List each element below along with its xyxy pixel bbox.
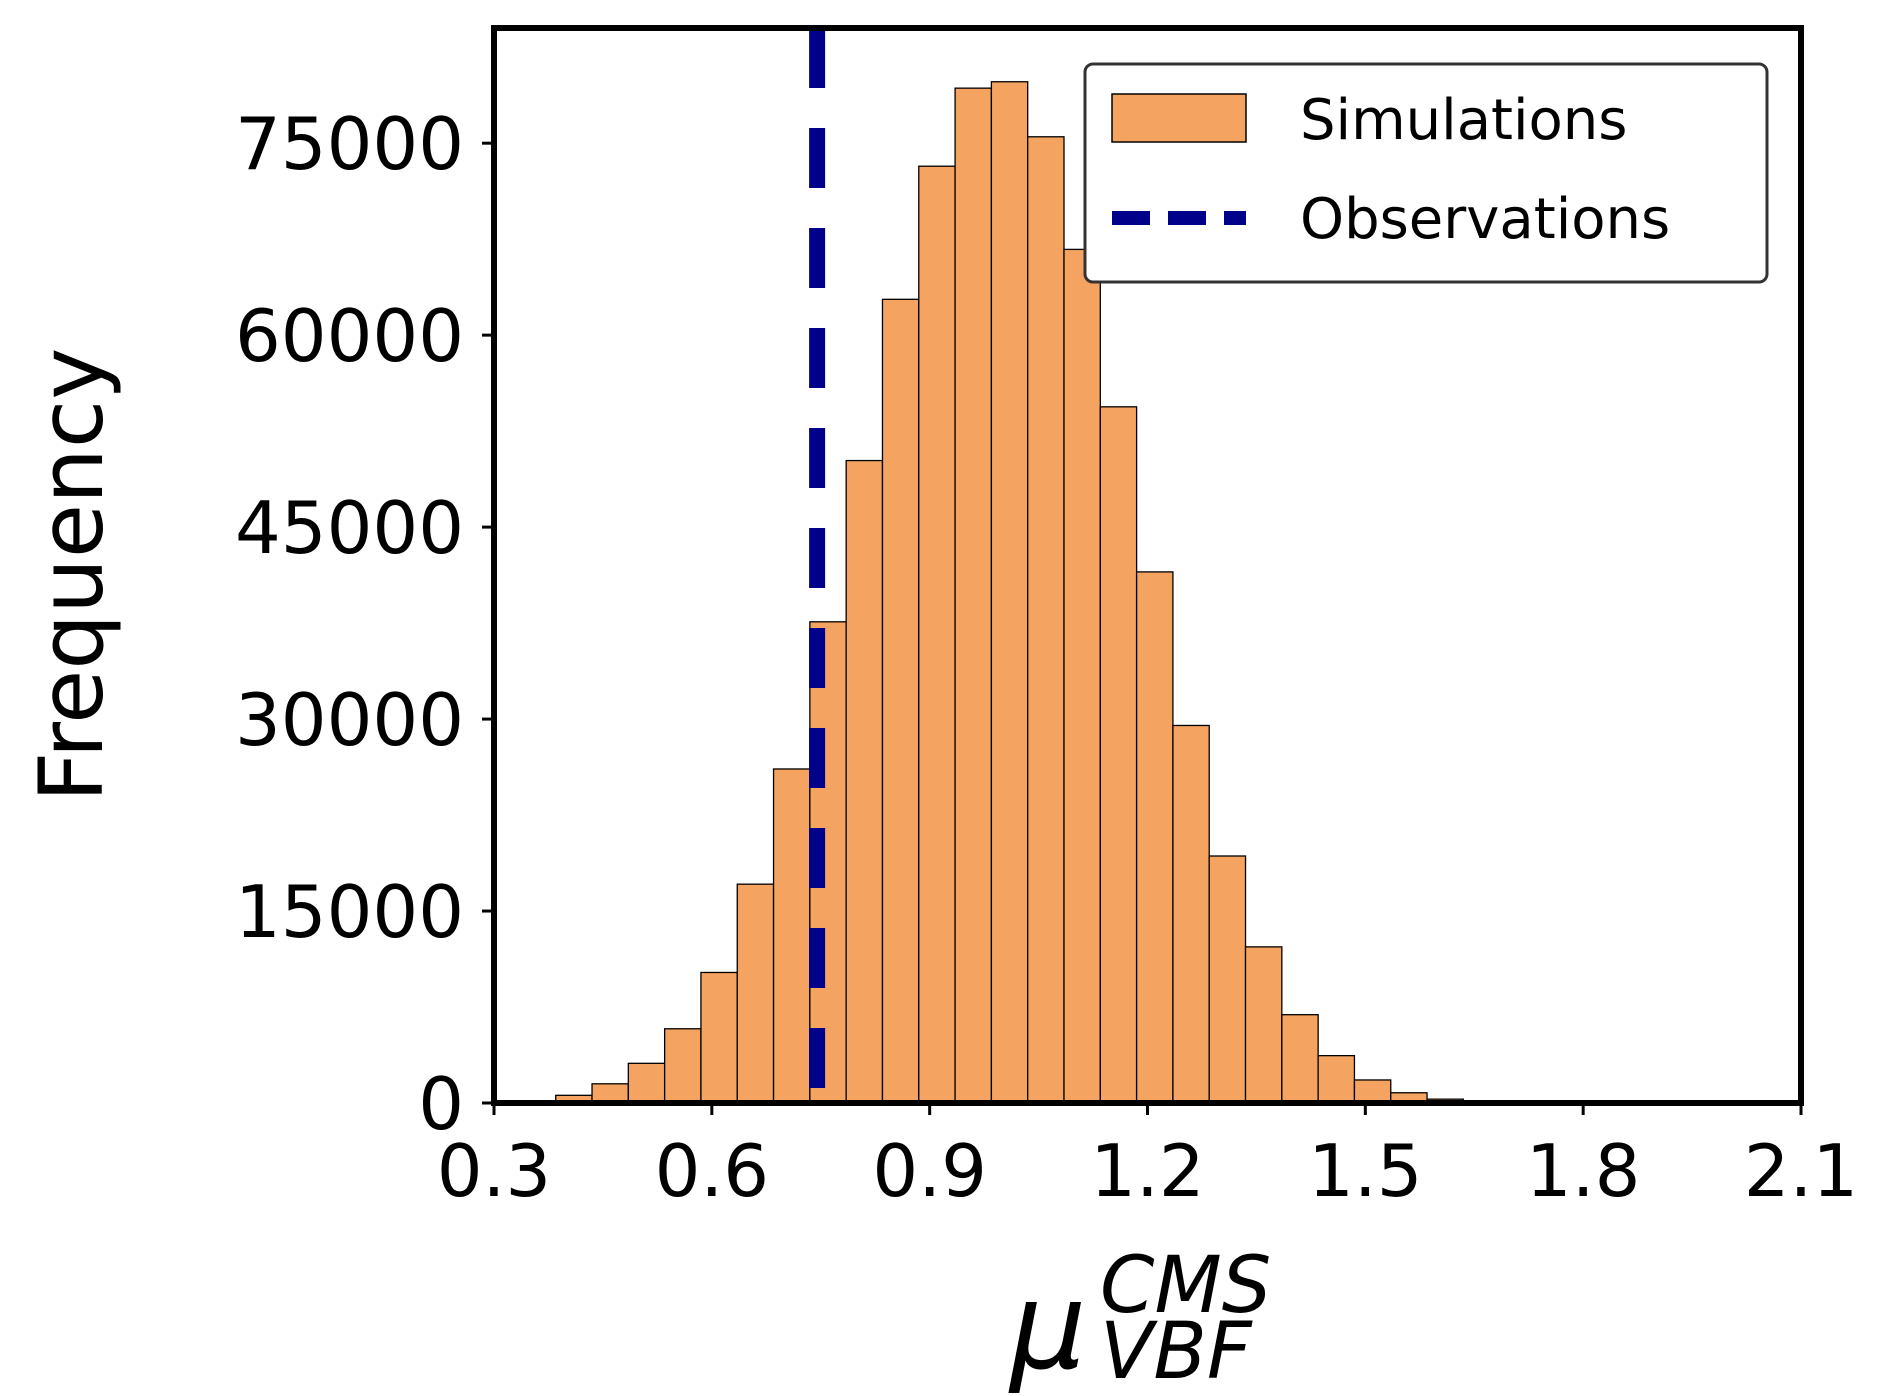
x-tick-label: 0.9 xyxy=(872,1129,987,1213)
histogram-bar xyxy=(736,883,775,1104)
legend-box xyxy=(1083,62,1769,284)
legend-observations-label: Observations xyxy=(1300,187,1670,252)
histogram-bar xyxy=(954,87,993,1104)
x-tick-label: 2.1 xyxy=(1744,1129,1859,1213)
legend-simulations-label: Simulations xyxy=(1300,88,1627,153)
histogram-bar xyxy=(881,298,920,1104)
x-tick-label: 1.5 xyxy=(1308,1129,1423,1213)
histogram-bar xyxy=(845,459,884,1104)
histogram-bar xyxy=(1244,946,1283,1104)
histogram-bar xyxy=(1172,724,1210,1104)
histogram-bar xyxy=(1099,406,1138,1104)
legend: Simulations Observations xyxy=(1083,62,1769,284)
histogram-bar xyxy=(1063,248,1101,1104)
x-axis-title: μ CMS VBF xyxy=(1008,1241,1276,1396)
y-tick-label: 45000 xyxy=(235,486,464,570)
legend-simulations-swatch xyxy=(1111,93,1247,143)
histogram-bar xyxy=(918,165,956,1104)
histogram-bar xyxy=(1135,571,1174,1104)
y-axis-title: Frequency xyxy=(20,348,123,803)
x-axis-title-sup: CMS xyxy=(1100,1241,1271,1331)
histogram-bar xyxy=(1208,855,1247,1104)
x-axis-ticks: 0.3 0.6 0.9 1.2 1.5 1.8 2.1 xyxy=(437,1103,1859,1213)
y-axis-ticks: 0 15000 30000 45000 60000 75000 xyxy=(235,102,494,1146)
x-tick-label: 0.6 xyxy=(655,1129,770,1213)
histogram-bar xyxy=(990,81,1029,1104)
x-tick-label: 1.2 xyxy=(1090,1129,1205,1213)
y-tick-label: 30000 xyxy=(235,678,464,762)
x-axis-title-sub: VBF xyxy=(1100,1307,1253,1396)
y-tick-label: 0 xyxy=(418,1062,464,1146)
histogram-bars xyxy=(518,81,1501,1104)
histogram-bar xyxy=(663,1028,702,1104)
histogram-bar xyxy=(1281,1014,1319,1104)
histogram-bar xyxy=(700,971,738,1104)
y-tick-label: 60000 xyxy=(235,294,464,378)
histogram-bar xyxy=(1317,1054,1356,1104)
histogram-bar xyxy=(627,1062,666,1104)
x-tick-label: 1.8 xyxy=(1526,1129,1641,1213)
y-tick-label: 15000 xyxy=(235,870,464,954)
x-axis-title-base: μ xyxy=(1008,1258,1086,1396)
y-tick-label: 75000 xyxy=(235,102,464,186)
x-tick-label: 0.3 xyxy=(437,1129,552,1213)
histogram-bar xyxy=(772,768,811,1104)
histogram-bar xyxy=(1027,136,1065,1104)
histogram-bar xyxy=(1353,1079,1392,1104)
